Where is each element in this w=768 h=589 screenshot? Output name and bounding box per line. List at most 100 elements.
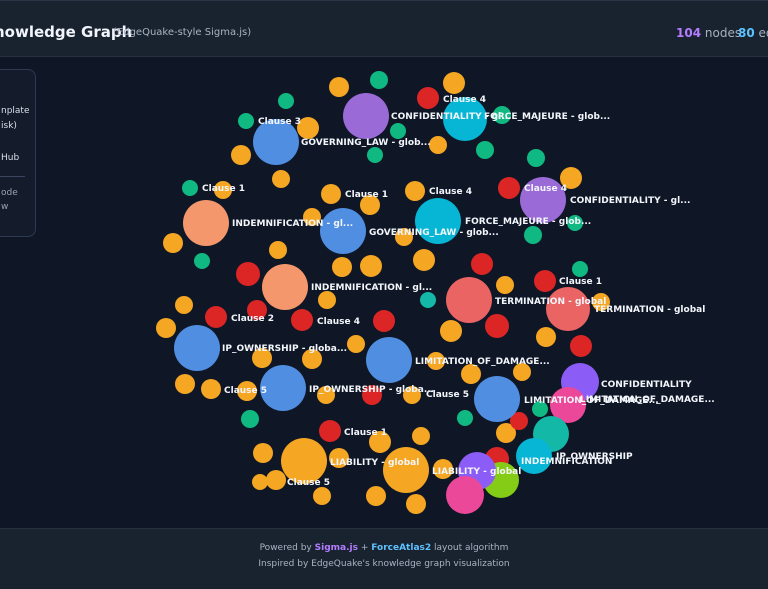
graph-node[interactable] (343, 93, 389, 139)
graph-node-small[interactable] (241, 410, 259, 428)
graph-node[interactable] (572, 261, 588, 277)
graph-node-small[interactable] (347, 335, 365, 353)
footer-fa2-link[interactable]: ForceAtlas2 (371, 543, 432, 553)
graph-node-small[interactable] (427, 352, 445, 370)
graph-node[interactable] (320, 208, 366, 254)
graph-node-small[interactable] (360, 255, 382, 277)
footer-sigma-link[interactable]: Sigma.js (314, 543, 358, 553)
graph-node-small[interactable] (370, 71, 388, 89)
graph-canvas[interactable]: CONFIDENTIALITY - gl...FORCE_MAJEURE - g… (0, 57, 768, 528)
graph-node-small[interactable] (532, 401, 548, 417)
graph-node-small[interactable] (513, 363, 531, 381)
graph-node-small[interactable] (390, 123, 406, 139)
graph-node[interactable] (281, 438, 327, 484)
graph-node[interactable] (319, 420, 341, 442)
graph-node[interactable] (205, 306, 227, 328)
graph-node[interactable] (260, 365, 306, 411)
graph-node[interactable] (405, 181, 425, 201)
graph-node-small[interactable] (433, 459, 453, 479)
graph-node[interactable] (262, 264, 308, 310)
graph-node[interactable] (550, 387, 586, 423)
graph-node-small[interactable] (560, 167, 582, 189)
graph-node-small[interactable] (570, 335, 592, 357)
graph-node-small[interactable] (175, 374, 195, 394)
graph-node-small[interactable] (329, 448, 349, 468)
graph-node[interactable] (520, 177, 566, 223)
graph-node-small[interactable] (395, 228, 413, 246)
graph-node-small[interactable] (367, 147, 383, 163)
graph-node[interactable] (291, 309, 313, 331)
graph-node-small[interactable] (303, 208, 321, 226)
graph-node-small[interactable] (156, 318, 176, 338)
graph-node[interactable] (417, 87, 439, 109)
graph-node-small[interactable] (496, 423, 516, 443)
graph-node[interactable] (546, 287, 590, 331)
graph-node-small[interactable] (524, 226, 542, 244)
graph-node-small[interactable] (253, 443, 273, 463)
graph-node-small[interactable] (175, 296, 193, 314)
graph-node[interactable] (366, 337, 412, 383)
graph-node[interactable] (237, 381, 257, 401)
graph-node-small[interactable] (420, 292, 436, 308)
graph-node[interactable] (415, 198, 461, 244)
graph-node-small[interactable] (214, 181, 232, 199)
graph-node-small[interactable] (366, 486, 386, 506)
graph-node-small[interactable] (413, 249, 435, 271)
graph-node[interactable] (457, 410, 473, 426)
graph-node-small[interactable] (592, 293, 610, 311)
graph-node[interactable] (253, 119, 299, 165)
graph-node-small[interactable] (360, 195, 380, 215)
graph-node-small[interactable] (231, 145, 251, 165)
graph-node[interactable] (183, 200, 229, 246)
graph-node[interactable] (474, 376, 520, 422)
graph-node-small[interactable] (429, 136, 447, 154)
graph-node-small[interactable] (446, 476, 484, 514)
graph-node[interactable] (516, 438, 552, 474)
graph-node-small[interactable] (527, 149, 545, 167)
graph-node-small[interactable] (194, 253, 210, 269)
graph-node-small[interactable] (510, 412, 528, 430)
graph-node-small[interactable] (272, 170, 290, 188)
graph-node-small[interactable] (534, 270, 556, 292)
graph-node-small[interactable] (278, 93, 294, 109)
graph-node-small[interactable] (567, 215, 583, 231)
graph-node-small[interactable] (485, 314, 509, 338)
graph-node[interactable] (266, 470, 286, 490)
graph-node-small[interactable] (496, 276, 514, 294)
graph-node-small[interactable] (252, 348, 272, 368)
graph-node-small[interactable] (247, 300, 267, 320)
graph-node[interactable] (174, 325, 220, 371)
graph-node[interactable] (443, 97, 487, 141)
graph-node-small[interactable] (269, 241, 287, 259)
graph-node-small[interactable] (302, 349, 322, 369)
graph-node[interactable] (446, 277, 492, 323)
graph-node-small[interactable] (201, 379, 221, 399)
graph-node-small[interactable] (362, 385, 382, 405)
graph-node-small[interactable] (252, 474, 268, 490)
graph-node-small[interactable] (403, 386, 421, 404)
graph-node-small[interactable] (369, 431, 391, 453)
graph-node-small[interactable] (443, 72, 465, 94)
graph-node[interactable] (182, 180, 198, 196)
graph-node-small[interactable] (373, 310, 395, 332)
graph-node-small[interactable] (493, 106, 511, 124)
graph-node-small[interactable] (461, 364, 481, 384)
graph-node-small[interactable] (476, 141, 494, 159)
graph-node-small[interactable] (471, 253, 493, 275)
graph-node[interactable] (383, 447, 429, 493)
graph-node-small[interactable] (412, 427, 430, 445)
graph-node-small[interactable] (317, 386, 335, 404)
graph-node-small[interactable] (313, 487, 331, 505)
graph-node[interactable] (321, 184, 341, 204)
graph-node-small[interactable] (297, 117, 319, 139)
graph-node[interactable] (498, 177, 520, 199)
panel-line-hub[interactable]: Hub (1, 153, 20, 163)
graph-node-small[interactable] (329, 77, 349, 97)
graph-node-small[interactable] (406, 494, 426, 514)
panel-line-template[interactable]: nplate (1, 106, 30, 116)
graph-node-small[interactable] (163, 233, 183, 253)
graph-node-small[interactable] (440, 320, 462, 342)
graph-node-small[interactable] (332, 257, 352, 277)
graph-node-small[interactable] (536, 327, 556, 347)
graph-node-small[interactable] (318, 291, 336, 309)
